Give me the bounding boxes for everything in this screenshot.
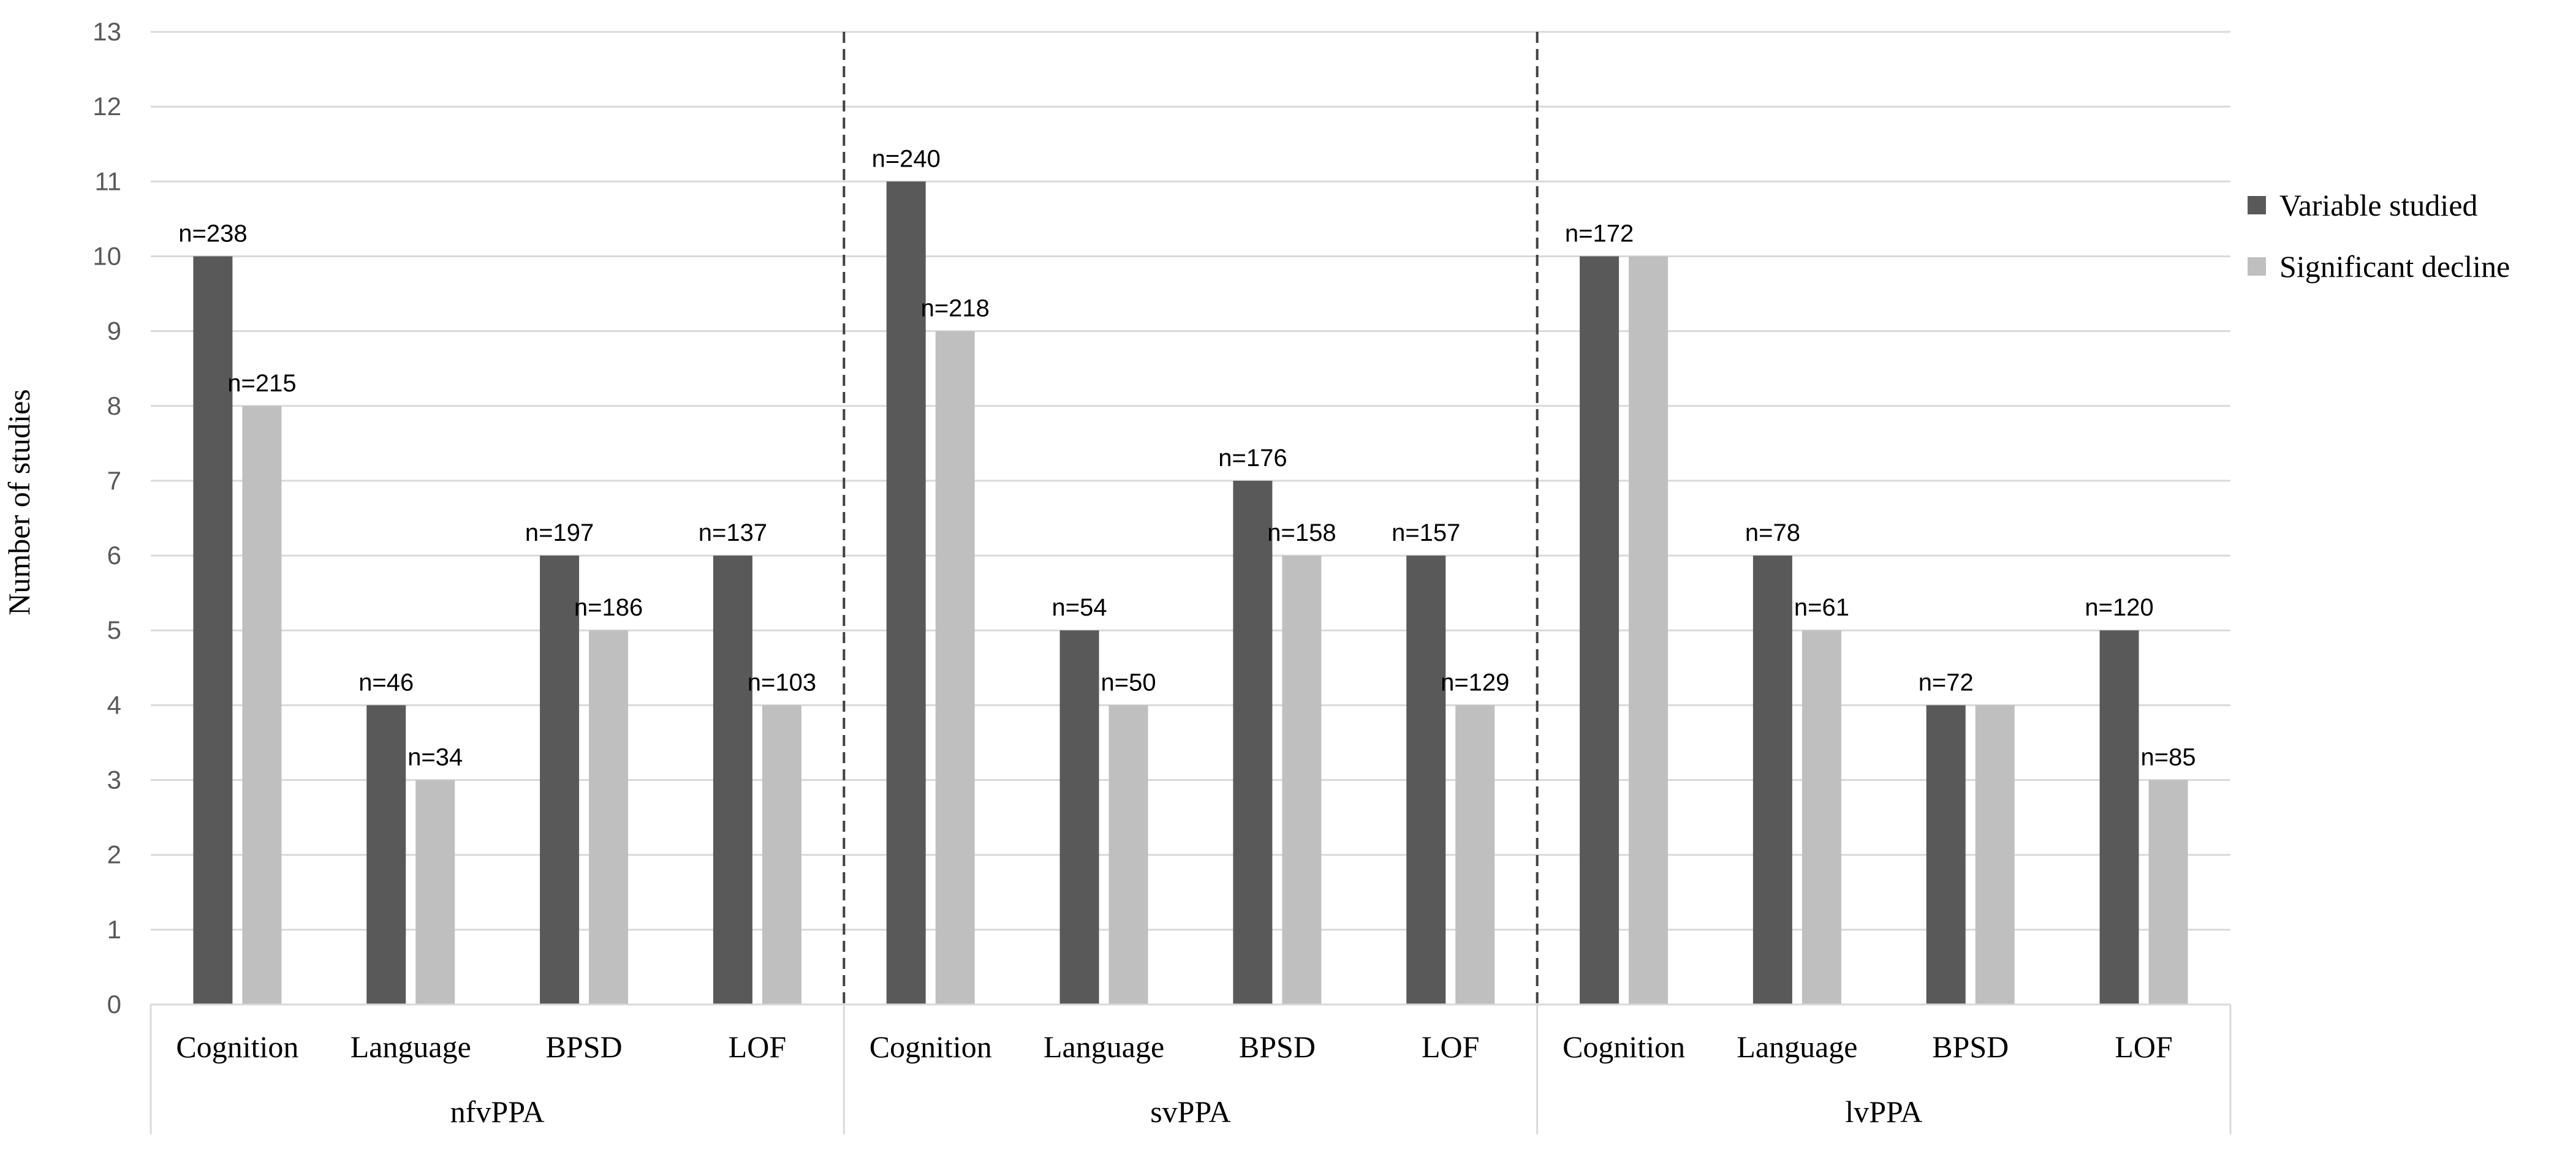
x-category-label: Cognition xyxy=(1563,1030,1685,1064)
legend-swatch-variable-studied xyxy=(2248,196,2266,214)
y-tick-label: 9 xyxy=(107,317,121,345)
data-label: n=197 xyxy=(525,519,594,546)
bar-variable-studied xyxy=(1233,480,1273,1004)
y-tick-label: 10 xyxy=(93,241,121,270)
bar-variable-studied xyxy=(1059,630,1099,1004)
bar-significant-decline xyxy=(1455,705,1495,1004)
gridlines xyxy=(151,31,2230,1006)
y-tick-label: 0 xyxy=(107,990,121,1019)
bar-significant-decline xyxy=(415,780,455,1004)
data-label: n=238 xyxy=(178,220,247,247)
x-group-label: lvPPA xyxy=(1845,1095,1922,1129)
x-category-label: Language xyxy=(1737,1030,1857,1064)
data-label: n=103 xyxy=(748,669,816,696)
data-label: n=129 xyxy=(1441,669,1509,696)
bar-variable-studied xyxy=(1406,556,1446,1004)
bar-significant-decline xyxy=(762,705,801,1004)
y-tick-label: 13 xyxy=(93,17,121,46)
x-category-label: LOF xyxy=(2115,1030,2172,1064)
y-tick-label: 12 xyxy=(93,92,121,121)
bar-variable-studied xyxy=(1926,705,1966,1004)
bar-significant-decline xyxy=(1629,256,1669,1004)
x-category-label: Cognition xyxy=(869,1030,992,1064)
y-tick-label: 11 xyxy=(94,167,121,195)
data-label: n=78 xyxy=(1745,519,1800,546)
data-label: n=186 xyxy=(574,594,643,621)
bar-variable-studied xyxy=(366,705,406,1004)
bar-variable-studied xyxy=(886,181,926,1005)
y-tick-label: 3 xyxy=(107,766,121,794)
y-tick-label: 5 xyxy=(107,616,121,644)
x-category-label: BPSD xyxy=(546,1030,623,1064)
x-category-label: Language xyxy=(1044,1030,1164,1064)
y-tick-label: 1 xyxy=(107,915,121,944)
bar-variable-studied xyxy=(1580,256,1619,1004)
x-category-label: BPSD xyxy=(1239,1030,1316,1064)
data-label: n=34 xyxy=(407,744,463,771)
y-tick-label: 7 xyxy=(107,466,121,495)
x-group-label: nfvPPA xyxy=(450,1095,545,1129)
x-group-label: svPPA xyxy=(1150,1095,1231,1129)
data-label: n=72 xyxy=(1919,669,1974,696)
bar-variable-studied xyxy=(713,556,752,1004)
bar-significant-decline xyxy=(2148,780,2188,1004)
bar-variable-studied xyxy=(540,556,580,1004)
data-label: n=240 xyxy=(872,145,941,172)
data-label: n=215 xyxy=(227,370,296,397)
bar-variable-studied xyxy=(1752,556,1792,1004)
bar-significant-decline xyxy=(935,331,975,1004)
legend-label-significant-decline: Significant decline xyxy=(2279,249,2510,284)
bars xyxy=(193,181,2188,1005)
y-tick-label: 8 xyxy=(107,391,121,420)
data-label: n=61 xyxy=(1794,594,1849,621)
data-label: n=157 xyxy=(1392,519,1460,546)
bar-significant-decline xyxy=(1801,630,1841,1004)
bar-significant-decline xyxy=(1975,705,2015,1004)
data-label: n=46 xyxy=(358,669,414,696)
bar-significant-decline xyxy=(1108,705,1148,1004)
y-tick-label: 2 xyxy=(107,840,121,869)
bar-variable-studied xyxy=(193,256,233,1004)
x-category-label: Cognition xyxy=(176,1030,298,1064)
legend-swatch-significant-decline xyxy=(2248,257,2266,276)
x-category-label: Language xyxy=(350,1030,471,1064)
legend-label-variable-studied: Variable studied xyxy=(2279,188,2478,222)
data-label: n=176 xyxy=(1218,445,1287,472)
x-category-label: LOF xyxy=(729,1030,786,1064)
legend: Variable studied Significant decline xyxy=(2248,188,2510,284)
y-tick-label: 6 xyxy=(107,541,121,570)
x-category-label: LOF xyxy=(1422,1030,1479,1064)
bar-significant-decline xyxy=(1282,556,1322,1004)
data-label: n=137 xyxy=(699,519,767,546)
x-category-label: BPSD xyxy=(1932,1030,2009,1064)
data-label: n=172 xyxy=(1565,220,1634,247)
y-tick-label: 4 xyxy=(107,690,121,719)
bar-significant-decline xyxy=(589,630,629,1004)
data-label: n=158 xyxy=(1267,519,1336,546)
x-axis: Cognition Language BPSD LOF nfvPPA Cognition L… xyxy=(150,32,2232,1134)
data-label: n=218 xyxy=(921,295,990,322)
data-label: n=120 xyxy=(2085,594,2153,621)
y-axis-label: Number of studies xyxy=(2,389,36,615)
data-label: n=50 xyxy=(1101,669,1156,696)
data-label: n=85 xyxy=(2141,744,2196,771)
data-label: n=54 xyxy=(1052,594,1107,621)
bar-variable-studied xyxy=(2099,630,2139,1004)
bar-significant-decline xyxy=(242,405,282,1004)
data-labels: n=238 n=215 n=46 n=34 n=197 n=186 n=137 n=103 n=… xyxy=(178,145,2195,771)
